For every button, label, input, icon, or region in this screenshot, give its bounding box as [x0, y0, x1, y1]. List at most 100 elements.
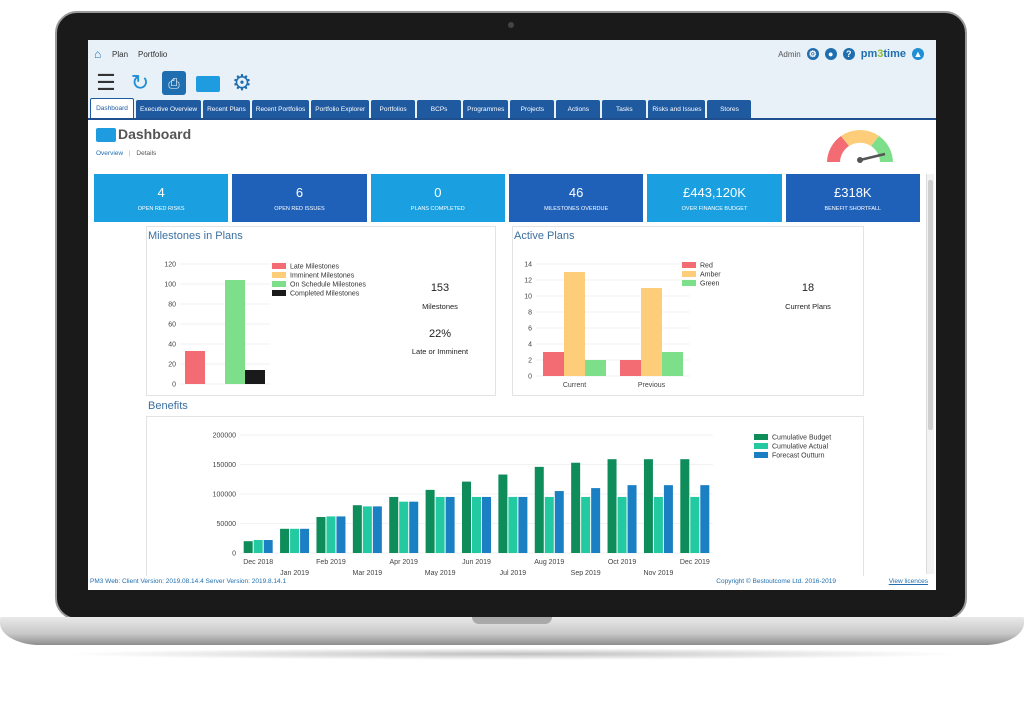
logo-prefix: pm [860, 48, 878, 60]
crumb-portfolio[interactable]: Portfolio [138, 49, 168, 59]
legend-swatch-cumulative-actual [754, 443, 768, 449]
x-tick-label: Aug 2019 [534, 559, 564, 566]
bar-cumulative-actual [544, 496, 554, 553]
bar-forecast-outturn [409, 501, 419, 553]
y-tick-label: 150000 [213, 462, 236, 469]
bar-forecast-outturn [518, 496, 528, 553]
tab-programmes[interactable]: Programmes [463, 100, 509, 118]
bell-icon[interactable]: ▲ [912, 48, 924, 60]
kpi-label: BENEFIT SHORTFALL [824, 205, 882, 212]
bar-cumulative-budget [389, 496, 399, 553]
bar-cumulative-budget [425, 489, 435, 553]
legend-label-amber: Amber [700, 272, 721, 279]
gauge-green-segment [871, 136, 893, 162]
legend-label-late-milestones: Late Milestones [290, 264, 340, 271]
x-tick-label: May 2019 [425, 570, 456, 576]
y-tick-label: 8 [528, 310, 532, 317]
kpi-over-finance-budget[interactable]: £443,120K OVER FINANCE BUDGET [647, 174, 782, 222]
user-name[interactable]: Admin [778, 49, 801, 59]
kpi-milestones-overdue[interactable]: 46 MILESTONES OVERDUE [508, 174, 644, 222]
bar-forecast-outturn [554, 491, 564, 553]
tab-dashboard[interactable]: Dashboard [90, 98, 134, 118]
bar-amber [641, 288, 662, 376]
gear-icon[interactable]: ⚙ [232, 70, 252, 95]
gauge-red-segment [827, 136, 849, 162]
bar-on-schedule-milestones [225, 280, 245, 384]
bar-cumulative-budget [498, 474, 508, 553]
bar-forecast-outturn [627, 485, 637, 553]
y-tick-label: 14 [524, 262, 532, 269]
bar-cumulative-actual [253, 540, 263, 553]
bar-forecast-outturn [300, 528, 310, 553]
milestones-count-label: Milestones [422, 302, 458, 311]
tab-recent-portfolios[interactable]: Recent Portfolios [251, 100, 310, 118]
legend-label-green: Green [700, 281, 720, 288]
tab-portfolio-explorer[interactable]: Portfolio Explorer [311, 100, 370, 118]
bar-red [543, 352, 564, 376]
legend-label-imminent-milestones: Imminent Milestones [290, 273, 355, 280]
gauge-hub [857, 157, 863, 163]
bar-forecast-outturn [445, 496, 455, 553]
kpi-value: 0 [434, 184, 442, 200]
settings-icon[interactable]: ⚙ [806, 48, 819, 60]
scrollbar[interactable] [926, 174, 934, 574]
kpi-label: OPEN RED RISKS [137, 205, 185, 212]
sub-nav-overview[interactable]: Overview [96, 150, 124, 157]
kpi-benefit-shortfall[interactable]: £318K BENEFIT SHORTFALL [785, 174, 920, 222]
help-icon[interactable]: ? [842, 48, 855, 60]
bar-completed-milestones [245, 370, 265, 384]
tab-tasks[interactable]: Tasks [602, 100, 647, 118]
legend-label-cumulative-actual: Cumulative Actual [772, 444, 828, 451]
sub-nav-details[interactable]: Details [136, 150, 157, 157]
tab-recent-plans[interactable]: Recent Plans [203, 100, 250, 118]
bar-forecast-outturn [591, 488, 601, 553]
menu-icon[interactable]: ☰ [96, 70, 116, 95]
laptop-shadow [60, 648, 964, 660]
version-text: PM3 Web: Client Version: 2019.08.14.4 Se… [90, 578, 287, 585]
scrollbar-thumb[interactable] [928, 180, 933, 430]
top-bar: ⌂ Plan Portfolio Admin ⚙ ● ? pm3time ▲ [88, 40, 936, 68]
legend-label-on-schedule-milestones: On Schedule Milestones [290, 282, 366, 289]
tab-stores[interactable]: Stores [707, 100, 752, 118]
tab-risks-and-issues[interactable]: Risks and Issues [648, 100, 706, 118]
kpi-value: 4 [157, 184, 165, 200]
bar-cumulative-actual [290, 528, 300, 553]
print-icon[interactable]: ⎙ [162, 71, 186, 95]
y-tick-label: 0 [172, 382, 176, 389]
home-icon[interactable]: ⌂ [94, 47, 102, 61]
crumb-plan[interactable]: Plan [112, 49, 129, 59]
y-tick-label: 50000 [217, 521, 237, 528]
bar-cumulative-actual [399, 501, 409, 553]
x-tick-label: Previous [638, 382, 666, 389]
tab-portfolios[interactable]: Portfolios [371, 100, 416, 118]
bar-cumulative-actual [362, 506, 372, 553]
user-icon[interactable]: ● [824, 48, 837, 60]
logo-mid: 3 [877, 48, 884, 60]
view-licences-link[interactable]: View licences [888, 578, 928, 585]
kpi-value: 6 [295, 184, 304, 200]
folder-icon[interactable] [196, 76, 220, 92]
bar-cumulative-budget [352, 505, 362, 553]
kpi-open-red-risks[interactable]: 4 OPEN RED RISKS [94, 174, 229, 222]
refresh-icon[interactable]: ↻ [130, 70, 150, 95]
current-plans-label: Current Plans [785, 302, 831, 311]
kpi-plans-completed[interactable]: 0 PLANS COMPLETED [370, 174, 505, 222]
tab-actions[interactable]: Actions [556, 100, 601, 118]
x-tick-label: Dec 2018 [243, 559, 273, 566]
page-title: Dashboard [118, 126, 192, 142]
legend-swatch-on-schedule-milestones [272, 281, 286, 287]
y-tick-label: 0 [232, 551, 236, 558]
tab-bcps[interactable]: BCPs [417, 100, 462, 118]
tab-projects[interactable]: Projects [510, 100, 555, 118]
kpi-open-red-issues[interactable]: 6 OPEN RED ISSUES [232, 174, 367, 222]
tab-executive-overview[interactable]: Executive Overview [136, 100, 202, 118]
late-percent: 22% [428, 328, 452, 340]
legend-swatch-red [682, 262, 696, 268]
bar-forecast-outturn [700, 485, 710, 553]
milestones-count: 153 [430, 282, 450, 294]
y-tick-label: 120 [164, 262, 176, 269]
bar-green [662, 352, 683, 376]
bar-cumulative-budget [607, 459, 617, 553]
legend-swatch-late-milestones [272, 263, 286, 269]
gauge-icon [827, 129, 893, 163]
